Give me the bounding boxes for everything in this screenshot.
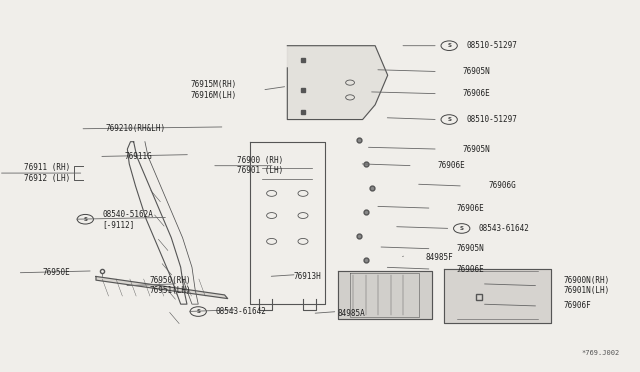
Text: 08543-61642: 08543-61642: [215, 307, 266, 316]
Text: 76911 (RH)
76912 (LH): 76911 (RH) 76912 (LH): [24, 163, 70, 183]
Text: S: S: [83, 217, 87, 222]
Text: 76905N: 76905N: [457, 244, 484, 253]
Text: *769.J002: *769.J002: [582, 350, 620, 356]
Text: 76905N: 76905N: [463, 145, 491, 154]
Polygon shape: [444, 269, 551, 323]
Text: 08543-61642: 08543-61642: [479, 224, 529, 233]
Text: S: S: [447, 43, 451, 48]
Polygon shape: [337, 271, 431, 319]
Text: 84985F: 84985F: [426, 253, 453, 263]
Text: 76906E: 76906E: [457, 264, 484, 273]
Text: 769210(RH&LH): 769210(RH&LH): [106, 124, 166, 133]
Text: 84985A: 84985A: [337, 309, 365, 318]
Text: 76906E: 76906E: [457, 203, 484, 213]
Text: 76911G: 76911G: [124, 152, 152, 161]
Text: 08540-5162A
[-9112]: 08540-5162A [-9112]: [102, 209, 153, 229]
Text: 76905N: 76905N: [463, 67, 491, 76]
Text: 76900 (RH)
76901 (LH): 76900 (RH) 76901 (LH): [237, 156, 284, 175]
Text: S: S: [447, 117, 451, 122]
Text: 76915M(RH)
76916M(LH): 76915M(RH) 76916M(LH): [191, 80, 237, 100]
Text: 76950(RH)
76951(LH): 76950(RH) 76951(LH): [149, 276, 191, 295]
Text: 08510-51297: 08510-51297: [466, 41, 517, 50]
Text: 76906E: 76906E: [463, 89, 491, 98]
Polygon shape: [96, 276, 228, 299]
Text: 76906F: 76906F: [563, 301, 591, 311]
Text: 76950E: 76950E: [43, 268, 70, 277]
Text: 76913H: 76913H: [294, 272, 321, 281]
Text: 76900N(RH)
76901N(LH): 76900N(RH) 76901N(LH): [563, 276, 609, 295]
Text: 08510-51297: 08510-51297: [466, 115, 517, 124]
Text: 76906G: 76906G: [488, 182, 516, 190]
Text: S: S: [196, 309, 200, 314]
Text: 76906E: 76906E: [438, 161, 466, 170]
Polygon shape: [287, 46, 388, 119]
Text: S: S: [460, 226, 464, 231]
